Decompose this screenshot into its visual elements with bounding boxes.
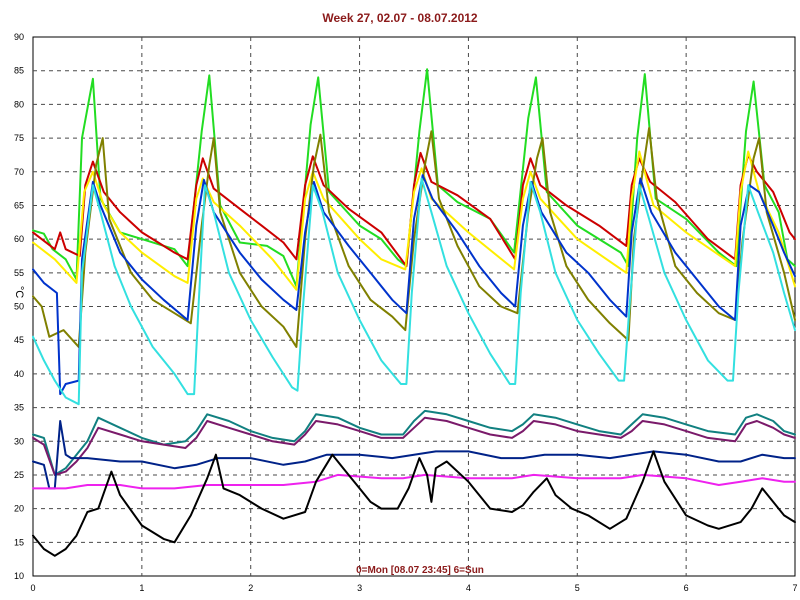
- y-tick-label: 35: [14, 403, 24, 413]
- y-tick-label: 65: [14, 200, 24, 210]
- chart-title: Week 27, 02.07 - 08.07.2012: [322, 11, 478, 25]
- x-tick-label: 6: [684, 583, 689, 593]
- x-tick-label: 1: [139, 583, 144, 593]
- x-tick-label: 0: [30, 583, 35, 593]
- x-tick-labels: 0 1 2 3 4 5 6 7: [30, 583, 797, 593]
- horizontal-gridlines: [33, 70, 795, 543]
- y-tick-label: 90: [14, 32, 24, 42]
- y-tick-label: 60: [14, 234, 24, 244]
- y-tick-label: 30: [14, 436, 24, 446]
- series-line-8: [32, 416, 796, 476]
- y-tick-labels: 10 15 20 25 30 35 40 45 50 55 60 65 70 75 80 85 90: [14, 32, 24, 581]
- series-line-5: [32, 174, 796, 396]
- y-tick-label: 40: [14, 369, 24, 379]
- series-line-9: [32, 420, 796, 490]
- x-axis-label: 0=Mon [08.07 23:45] 6=Sun: [356, 565, 484, 576]
- y-tick-label: 20: [14, 504, 24, 514]
- y-tick-label: 70: [14, 167, 24, 177]
- series-line-6: [32, 177, 796, 406]
- y-tick-label: 75: [14, 133, 24, 143]
- x-tick-label: 4: [466, 583, 471, 593]
- y-tick-label: 15: [14, 537, 24, 547]
- series-line-4: [32, 127, 796, 348]
- series-line-11: [32, 450, 796, 557]
- x-tick-label: 2: [248, 583, 253, 593]
- y-tick-label: 80: [14, 99, 24, 109]
- y-axis-label: °C: [13, 286, 25, 298]
- y-tick-label: 10: [14, 571, 24, 581]
- x-tick-label: 5: [575, 583, 580, 593]
- y-tick-label: 85: [14, 66, 24, 76]
- y-tick-label: 25: [14, 470, 24, 480]
- x-tick-label: 3: [357, 583, 362, 593]
- y-tick-label: 50: [14, 302, 24, 312]
- y-tick-label: 55: [14, 268, 24, 278]
- series-line-7: [32, 409, 796, 476]
- x-tick-label: 7: [792, 583, 797, 593]
- series-line-10: [32, 473, 796, 490]
- vertical-gridlines: [141, 37, 687, 576]
- y-tick-label: 45: [14, 335, 24, 345]
- series-layer: [32, 68, 796, 557]
